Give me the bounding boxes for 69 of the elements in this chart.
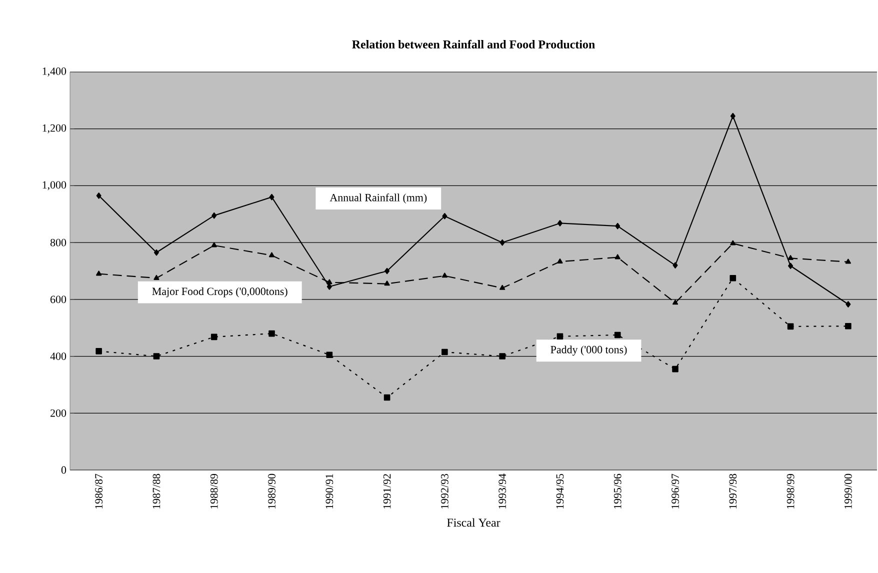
point [672,262,678,268]
point [211,242,217,248]
x-tick-label: 1997/98 [729,474,737,508]
point [153,353,160,360]
x-tick-label: 1987/88 [152,474,160,508]
x-tick-label: 1998/99 [786,474,794,508]
y-tick-label: 0 [61,466,66,474]
point [730,274,736,282]
y-tick-label: 1,200 [42,124,66,134]
point [500,284,506,290]
point [442,272,448,278]
y-tick-label: 400 [50,352,66,360]
point [384,394,390,401]
point [384,280,390,286]
point [326,279,332,284]
x-tick-label: 1993/94 [498,474,506,508]
point [499,353,506,360]
series-label: Major Food Crops ('0,000tons) [152,287,288,298]
point [614,332,621,338]
y-tick-label: 600 [50,296,66,304]
x-tick-label: 1986/87 [95,474,103,508]
point [557,258,563,264]
point [845,322,852,330]
point [154,249,159,256]
point [788,262,794,270]
series-label: Annual Rainfall (mm) [330,193,427,204]
point [672,366,678,372]
x-tick-label: 1991/92 [383,474,391,508]
point [730,112,736,120]
point [442,348,448,356]
x-tick-label: 1999/00 [844,474,852,508]
point [326,283,332,290]
point [614,254,620,260]
point [96,192,102,199]
point [442,212,448,220]
point [556,333,564,340]
point [326,352,333,358]
point [268,252,275,258]
x-tick-label: 1989/90 [268,474,276,508]
point [384,268,390,274]
x-tick-label: 1992/93 [441,474,448,508]
point [210,334,218,340]
x-axis-title: Fiscal Year [447,518,500,527]
point [212,212,217,219]
point [557,220,562,226]
point [788,255,794,260]
x-tick-label: 1995/96 [614,474,622,508]
point [845,258,851,264]
point [787,323,794,330]
x-tick-label: 1988/89 [210,474,218,508]
y-tick-label: 1,400 [42,68,66,76]
point [96,270,102,276]
x-tick-label: 1990/91 [326,474,334,508]
point [154,274,160,280]
point [615,222,620,230]
y-tick-label: 1,000 [42,181,66,190]
point [269,194,274,200]
x-tick-label: 1994/95 [556,474,564,508]
point [672,300,678,305]
point [500,239,505,246]
series-label: Paddy ('000 tons) [550,346,627,356]
y-tick-label: 800 [50,238,66,246]
y-tick-label: 200 [50,409,66,417]
point [846,301,851,308]
point [268,330,275,337]
x-tick-label: 1996/97 [672,474,679,508]
chart-title: Relation between Rainfall and Food Production [352,40,595,48]
point [730,240,736,246]
point [96,348,102,354]
